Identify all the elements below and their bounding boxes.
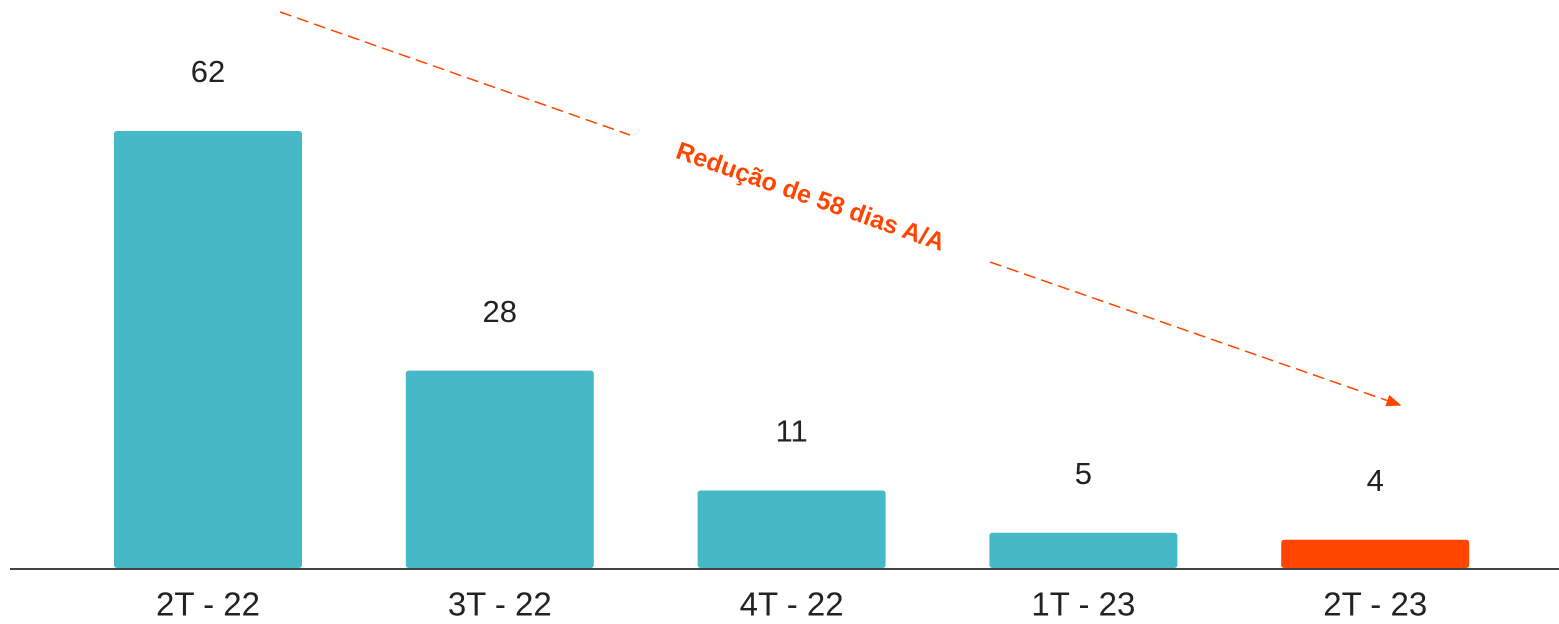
bar [114,131,302,568]
x-tick-label: 3T - 22 [448,586,552,623]
value-label: 5 [1075,456,1092,491]
x-tick-label: 2T - 23 [1323,586,1427,623]
x-tick-label: 4T - 22 [740,586,844,623]
trend-arrow [279,11,631,136]
value-label: 11 [776,414,808,449]
bar [1281,539,1470,568]
bar [697,490,886,568]
x-tick-label: 2T - 22 [156,586,260,623]
annotation: Redução de 58 dias A/A [673,137,949,257]
bar [405,370,594,568]
trend-arrow [989,261,1402,407]
value-label: 62 [191,54,225,89]
x-tick-label: 1T - 23 [1031,586,1135,623]
value-label: 28 [483,294,517,329]
value-label: 4 [1367,463,1384,498]
bar [989,532,1178,568]
